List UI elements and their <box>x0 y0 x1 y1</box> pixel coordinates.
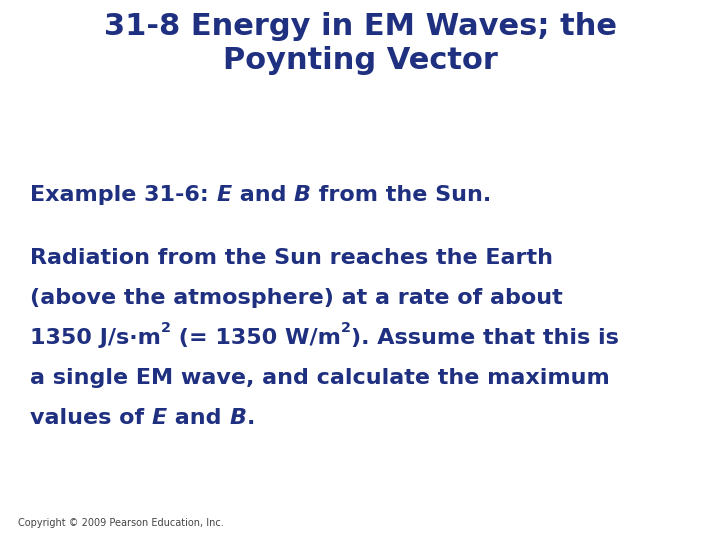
Text: 1350 J/s·m: 1350 J/s·m <box>30 328 161 348</box>
Text: 31-8 Energy in EM Waves; the
Poynting Vector: 31-8 Energy in EM Waves; the Poynting Ve… <box>104 12 616 75</box>
Text: B: B <box>230 408 246 428</box>
Text: .: . <box>246 408 255 428</box>
Text: and: and <box>167 408 230 428</box>
Text: B: B <box>294 185 311 205</box>
Text: E: E <box>152 408 167 428</box>
Text: (above the atmosphere) at a rate of about: (above the atmosphere) at a rate of abou… <box>30 288 563 308</box>
Text: values of: values of <box>30 408 152 428</box>
Text: from the Sun.: from the Sun. <box>311 185 491 205</box>
Text: (= 1350 W/m: (= 1350 W/m <box>171 328 341 348</box>
Text: a single EM wave, and calculate the maximum: a single EM wave, and calculate the maxi… <box>30 368 610 388</box>
Text: Example 31-6:: Example 31-6: <box>30 185 217 205</box>
Text: ). Assume that this is: ). Assume that this is <box>351 328 618 348</box>
Text: 2: 2 <box>161 321 171 335</box>
Text: Radiation from the Sun reaches the Earth: Radiation from the Sun reaches the Earth <box>30 248 553 268</box>
Text: and: and <box>232 185 294 205</box>
Text: Copyright © 2009 Pearson Education, Inc.: Copyright © 2009 Pearson Education, Inc. <box>18 518 224 528</box>
Text: E: E <box>217 185 232 205</box>
Text: 2: 2 <box>341 321 351 335</box>
